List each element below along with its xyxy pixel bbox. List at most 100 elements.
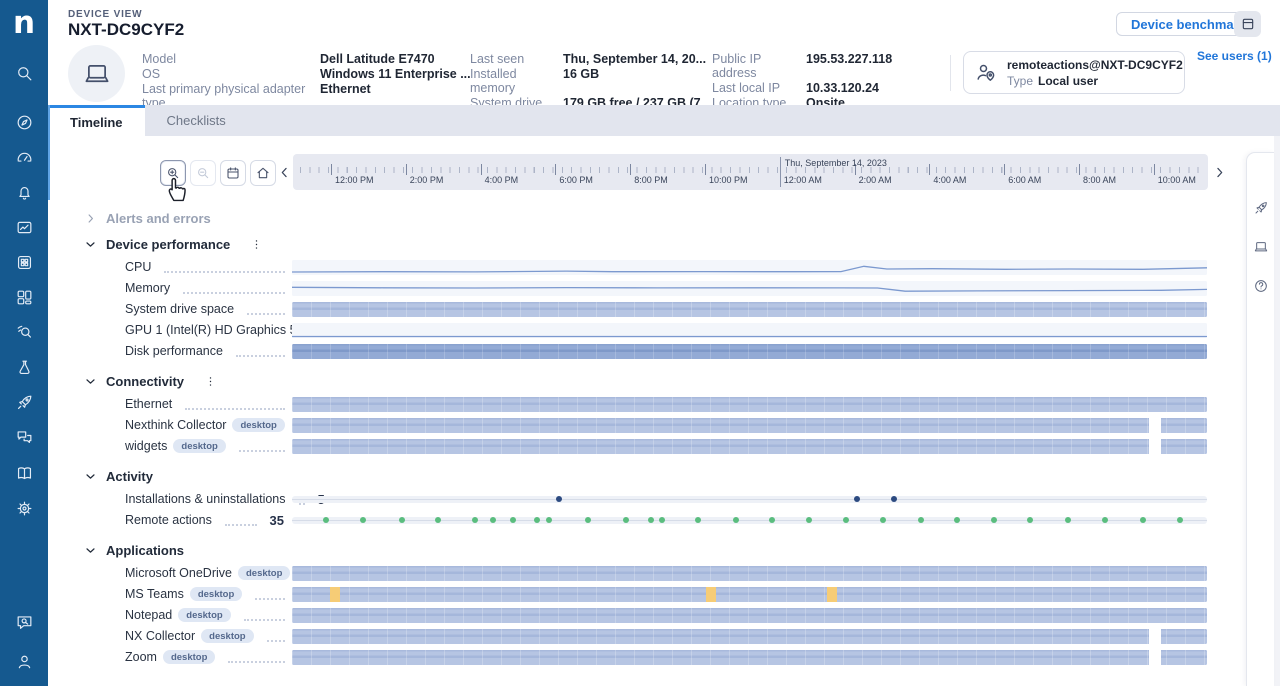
zoom-out-button[interactable] — [190, 160, 216, 186]
section-menu-kebab-icon[interactable] — [250, 238, 263, 251]
library-book-icon[interactable] — [12, 461, 36, 485]
profile-person-icon[interactable] — [12, 649, 36, 673]
event-dot[interactable] — [584, 516, 591, 523]
event-dot[interactable] — [556, 495, 563, 502]
experiments-flask-icon[interactable] — [12, 356, 36, 380]
timeline-row-nx-collector: NX Collector desktop — [85, 626, 1207, 646]
line-chart[interactable] — [292, 322, 1207, 338]
event-dot[interactable] — [622, 516, 629, 523]
status-band[interactable] — [292, 343, 1207, 359]
event-track[interactable] — [292, 495, 1207, 503]
home-button[interactable] — [250, 160, 276, 186]
status-band[interactable] — [292, 417, 1207, 433]
section-header-alerts-and-errors[interactable]: Alerts and errors — [84, 208, 211, 228]
midnight-separator — [779, 157, 781, 187]
scale-prev-chevron-icon[interactable] — [276, 163, 292, 181]
feedback-chat-search-icon[interactable] — [12, 610, 36, 634]
alerts-bell-icon[interactable] — [12, 180, 36, 204]
engage-chat-icon[interactable] — [12, 426, 36, 450]
row-label: Microsoft OneDrive desktop — [85, 566, 310, 580]
device-info-row: Last local IP 10.33.120.24 — [712, 81, 892, 95]
status-band[interactable] — [292, 438, 1207, 454]
status-band[interactable] — [292, 607, 1207, 623]
event-dot[interactable] — [732, 516, 739, 523]
timeline-scale[interactable]: 12:00 PM 2:00 PM 4:00 PM 6:00 PM 8:00 PM 10:0… — [293, 154, 1208, 190]
applications-grid-icon[interactable] — [12, 250, 36, 274]
warning-mark[interactable] — [706, 586, 717, 602]
device-info-row: Public IP address 195.53.227.118 — [712, 52, 892, 80]
event-dot[interactable] — [435, 516, 442, 523]
event-dot[interactable] — [954, 516, 961, 523]
diagnostics-search-icon[interactable] — [12, 321, 36, 345]
section-header-activity[interactable]: Activity — [84, 466, 153, 486]
event-dot[interactable] — [1177, 516, 1184, 523]
event-track[interactable] — [292, 516, 1207, 524]
event-dot[interactable] — [1064, 516, 1071, 523]
help-icon[interactable] — [1252, 277, 1269, 294]
event-dot[interactable] — [1101, 516, 1108, 523]
status-band[interactable] — [292, 396, 1207, 412]
status-band[interactable] — [292, 586, 1207, 602]
event-dot[interactable] — [398, 516, 405, 523]
status-band[interactable] — [292, 649, 1207, 665]
line-chart[interactable] — [292, 280, 1207, 296]
tick-label: 6:00 AM — [1008, 175, 1042, 185]
event-dot[interactable] — [490, 516, 497, 523]
event-dot[interactable] — [853, 495, 860, 502]
event-dot[interactable] — [658, 516, 665, 523]
nexthink-logo[interactable]: n — [12, 4, 36, 41]
tab-checklists[interactable]: Checklists — [166, 113, 226, 128]
status-band[interactable] — [292, 628, 1207, 644]
warning-mark[interactable] — [827, 586, 838, 602]
row-label-text: GPU 1 (Intel(R) HD Graphics 520) — [125, 323, 315, 337]
search-icon[interactable] — [12, 61, 36, 85]
info-label: Installed memory — [470, 67, 517, 95]
event-dot[interactable] — [1139, 516, 1146, 523]
event-dot[interactable] — [1027, 516, 1034, 523]
status-band[interactable] — [292, 301, 1207, 317]
band-gap — [1149, 628, 1162, 644]
tab-timeline[interactable]: Timeline — [48, 105, 145, 136]
calendar-button[interactable] — [220, 160, 246, 186]
section-header-device-performance[interactable]: Device performance — [84, 234, 263, 254]
dashboard-gauge-icon[interactable] — [12, 145, 36, 169]
chevron-down-icon — [84, 470, 97, 483]
event-dot[interactable] — [842, 516, 849, 523]
device-icon[interactable] — [1252, 238, 1269, 255]
section-header-applications[interactable]: Applications — [84, 540, 184, 560]
major-tick — [1004, 164, 1006, 175]
event-dot[interactable] — [647, 516, 654, 523]
event-dot[interactable] — [695, 516, 702, 523]
event-dot[interactable] — [472, 516, 478, 523]
band-gap — [1149, 417, 1162, 433]
section-menu-kebab-icon[interactable] — [204, 375, 217, 388]
event-dot[interactable] — [769, 516, 776, 523]
event-dot[interactable] — [805, 516, 812, 523]
status-band[interactable] — [292, 565, 1207, 581]
settings-gear-icon[interactable] — [12, 496, 36, 520]
event-dot[interactable] — [917, 516, 924, 523]
event-dot[interactable] — [880, 516, 887, 523]
section-header-connectivity[interactable]: Connectivity — [84, 371, 217, 391]
compass-icon[interactable] — [12, 110, 36, 134]
scale-next-chevron-icon[interactable] — [1211, 163, 1227, 181]
scrollbar-track[interactable] — [1274, 136, 1280, 686]
see-users-link[interactable]: See users (1) — [1197, 49, 1272, 63]
major-tick — [331, 164, 332, 175]
investigations-chart-icon[interactable] — [12, 215, 36, 239]
event-dot[interactable] — [546, 516, 553, 523]
event-dot[interactable] — [360, 516, 367, 523]
remote-actions-rocket-icon[interactable] — [12, 391, 36, 415]
event-dot[interactable] — [534, 516, 541, 523]
warning-mark[interactable] — [329, 586, 341, 602]
row-label-text: widgets — [125, 439, 168, 453]
user-card[interactable]: remoteactions@NXT-DC9CYF2 Type Local user — [963, 51, 1185, 94]
workspace-blocks-icon[interactable] — [12, 286, 36, 310]
layout-panel-toggle-button[interactable] — [1234, 11, 1261, 37]
event-dot[interactable] — [990, 516, 997, 523]
event-dot[interactable] — [322, 516, 329, 523]
event-dot[interactable] — [891, 495, 898, 502]
event-dot[interactable] — [510, 516, 517, 523]
line-chart[interactable] — [292, 259, 1207, 275]
remote-actions-rocket-icon[interactable] — [1252, 199, 1269, 216]
